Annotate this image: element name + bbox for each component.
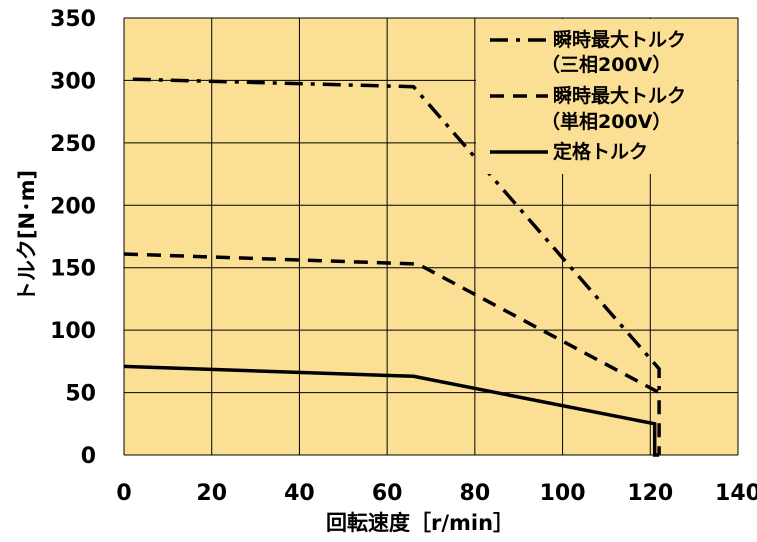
y-axis-title: トルク[N･m] [15, 170, 39, 302]
y-tick-label-5: 250 [50, 132, 96, 157]
legend: 瞬時最大トルク（三相200V）瞬時最大トルク（単相200V）定格トルク [476, 19, 737, 174]
legend-label-0-1: （三相200V） [541, 53, 671, 76]
y-tick-label-2: 100 [50, 319, 96, 344]
x-tick-label-2: 40 [284, 481, 315, 506]
legend-label-1-1: （単相200V） [541, 110, 671, 133]
x-tick-label-3: 60 [372, 481, 403, 506]
legend-label-2-0: 定格トルク [553, 140, 648, 163]
y-tick-labels: 0 50 100 150 200 250 300 350 [50, 7, 96, 469]
y-tick-label-1: 50 [65, 382, 96, 407]
x-tick-label-0: 0 [116, 481, 131, 506]
legend-label-1-0: 瞬時最大トルク [553, 84, 686, 107]
grid-lines [123, 17, 739, 456]
x-tick-label-4: 80 [460, 481, 491, 506]
x-axis-title: 回転速度［r/min］ [326, 511, 514, 535]
x-tick-label-5: 100 [540, 481, 586, 506]
x-tick-label-7: 140 [715, 481, 757, 506]
legend-label-0-0: 瞬時最大トルク [553, 28, 686, 51]
series-line-0 [132, 77, 661, 393]
y-tick-label-7: 350 [50, 7, 96, 32]
x-tick-label-1: 20 [196, 481, 227, 506]
y-tick-label-6: 300 [50, 69, 96, 94]
series-layer [123, 77, 661, 457]
x-tick-label-6: 120 [627, 481, 673, 506]
y-tick-label-0: 0 [81, 444, 96, 469]
y-tick-label-4: 200 [50, 194, 96, 219]
x-tick-labels: 0 20 40 60 80 100 120 140 [116, 481, 757, 506]
series-line-2 [123, 364, 660, 457]
y-tick-label-3: 150 [50, 257, 96, 282]
series-line-1 [123, 252, 661, 455]
